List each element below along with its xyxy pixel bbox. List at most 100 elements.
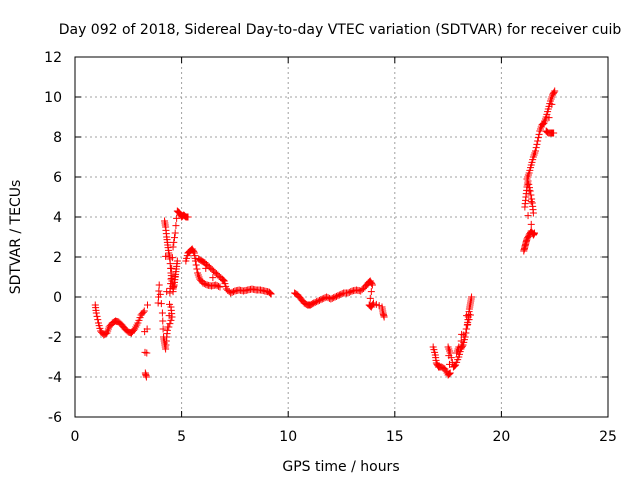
data-point <box>533 140 541 148</box>
data-point <box>534 134 542 142</box>
data-point <box>209 274 217 282</box>
data-point <box>163 288 171 296</box>
grid-lines <box>75 57 608 417</box>
data-point <box>155 281 163 289</box>
data-point <box>445 370 453 378</box>
data-point <box>446 370 454 378</box>
data-point <box>267 290 275 298</box>
data-point <box>463 312 471 320</box>
data-point <box>199 279 207 287</box>
data-point <box>527 191 535 199</box>
data-point <box>165 312 173 320</box>
y-tick-label: 12 <box>44 50 62 66</box>
data-point <box>525 180 533 188</box>
data-point <box>529 209 537 217</box>
data-point <box>193 265 201 273</box>
y-tick-label: -4 <box>48 370 62 386</box>
data-point <box>227 289 235 297</box>
data-point <box>526 187 534 195</box>
data-point <box>446 349 454 357</box>
data-point <box>143 301 151 309</box>
data-point <box>534 137 542 145</box>
y-tick-label: 6 <box>53 170 62 186</box>
data-point <box>141 348 149 356</box>
data-point <box>168 313 176 321</box>
data-point <box>167 275 175 283</box>
data-point <box>464 320 472 328</box>
y-tick-label: 2 <box>53 250 62 266</box>
x-axis-label: GPS time / hours <box>282 459 399 475</box>
data-point <box>142 373 150 381</box>
x-tick-label: 10 <box>279 429 297 445</box>
data-point <box>266 289 274 297</box>
data-point <box>170 238 178 246</box>
data-point <box>228 288 236 296</box>
x-tick-label: 15 <box>386 429 404 445</box>
data-point <box>544 128 552 136</box>
data-point <box>200 280 208 288</box>
data-point <box>156 290 164 298</box>
y-axis-label: SDTVAR / TECUs <box>8 180 24 295</box>
data-point <box>212 281 220 289</box>
data-point <box>367 288 375 296</box>
chart-title: Day 092 of 2018, Sidereal Day-to-day VTE… <box>59 22 622 38</box>
data-point <box>168 254 176 262</box>
data-point <box>93 312 101 320</box>
data-point <box>335 291 343 299</box>
data-point <box>447 354 455 362</box>
data-point <box>465 316 473 324</box>
data-point <box>165 323 173 331</box>
data-point <box>331 293 339 301</box>
data-point <box>173 257 181 265</box>
data-point <box>202 280 210 288</box>
data-point <box>169 288 177 296</box>
y-tick-label: 4 <box>53 210 62 226</box>
data-point <box>166 320 174 328</box>
data-point <box>311 298 319 306</box>
data-point <box>468 293 476 301</box>
data-point <box>139 308 147 316</box>
data-point <box>455 343 463 351</box>
plot-frame <box>74 56 609 418</box>
data-point <box>216 283 224 291</box>
data-point <box>159 317 167 325</box>
data-point <box>172 222 180 230</box>
data-point <box>460 331 468 339</box>
data-point <box>173 214 181 222</box>
data-points <box>91 87 559 381</box>
data-point <box>462 325 470 333</box>
data-point <box>368 281 376 289</box>
data-point <box>171 229 179 237</box>
data-point <box>446 369 454 377</box>
data-point <box>344 289 352 297</box>
data-point <box>315 296 323 304</box>
data-point <box>527 198 535 206</box>
data-point <box>215 282 223 290</box>
data-point <box>170 234 178 242</box>
data-point <box>532 147 540 155</box>
data-point <box>380 313 388 321</box>
data-point <box>327 295 335 303</box>
data-point <box>466 311 474 319</box>
data-point <box>527 220 535 228</box>
x-tick-label: 20 <box>492 429 510 445</box>
data-point <box>338 290 346 298</box>
data-point <box>169 243 177 251</box>
data-point <box>550 129 558 137</box>
data-point <box>155 287 163 295</box>
x-tick-label: 0 <box>71 429 80 445</box>
data-point <box>168 264 176 272</box>
data-point <box>328 294 336 302</box>
data-point <box>213 282 221 290</box>
data-point <box>159 325 167 333</box>
data-point <box>345 288 353 296</box>
data-point <box>530 229 538 237</box>
data-point <box>347 288 355 296</box>
data-point <box>220 276 228 284</box>
data-point <box>535 130 543 138</box>
data-point <box>375 302 383 310</box>
data-point <box>532 144 540 152</box>
data-point <box>318 295 326 303</box>
x-tick-label: 5 <box>177 429 186 445</box>
y-tick-label: -6 <box>48 410 62 426</box>
